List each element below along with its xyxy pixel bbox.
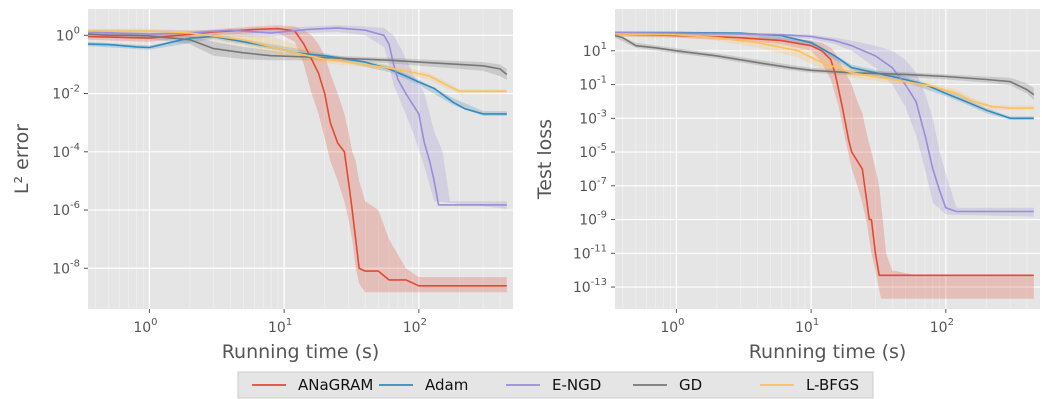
tick-exponent: -2 [70,84,80,95]
tick-base: 10 [583,44,601,60]
tick-exponent: -4 [70,142,80,153]
tick-exponent: 0 [151,317,157,328]
y-axis-label: L² error [11,124,33,194]
y-tick-label: 10-2 [52,84,80,103]
gd-line [615,34,1035,96]
y-tick-label: 10-1 [579,75,607,94]
tick-exponent: 1 [813,317,819,328]
y-tick-label: 10-13 [573,277,607,296]
tick-base: 10 [268,320,286,336]
e-ngd-line [615,31,1034,213]
y-tick-label: 10-11 [573,243,607,262]
tick-exponent: 0 [678,317,684,328]
legend-label-gd: GD [679,376,702,394]
y-tick-label: 10-6 [52,200,80,219]
tick-base: 10 [579,145,597,161]
tick-exponent: 0 [74,25,80,36]
tick-exponent: -13 [591,277,607,288]
tick-exponent: 1 [601,41,607,52]
tick-base: 10 [133,320,151,336]
tick-base: 10 [579,179,597,195]
tick-base: 10 [52,145,70,161]
tick-base: 10 [52,261,70,277]
tick-exponent: -1 [597,75,607,86]
legend-label-anagram: ANaGRAM [298,376,373,394]
tick-base: 10 [52,87,70,103]
legend-label-adam: Adam [425,376,468,394]
tick-exponent: -8 [70,258,80,269]
y-tick-label: 10-4 [52,142,80,161]
tick-exponent: -7 [597,176,607,187]
tick-exponent: -3 [597,108,607,119]
tick-base: 10 [579,111,597,127]
grid [88,9,513,309]
y-tick-label: 10-3 [579,108,607,127]
adam-band [88,34,507,116]
e-ngd-band [615,31,1034,217]
tick-base: 10 [403,320,421,336]
x-tick-label: 100 [133,317,157,336]
x-axis-label: Running time (s) [222,341,380,363]
y-tick-label: 10-8 [52,258,80,277]
plot-area [615,9,1040,309]
x-tick-label: 100 [660,317,684,336]
y-tick-label: 10-9 [579,210,607,229]
tick-base: 10 [795,320,813,336]
x-axis-label: Running time (s) [749,341,907,363]
tick-exponent: 2 [948,317,954,328]
tick-base: 10 [573,246,591,262]
x-tick-label: 102 [930,317,954,336]
legend-label-e-ngd: E-NGD [552,376,601,394]
tick-base: 10 [573,280,591,296]
y-tick-label: 10-5 [579,142,607,161]
grid [615,9,1040,309]
tick-base: 10 [56,28,74,44]
tick-exponent: 2 [421,317,427,328]
anagram-line [615,33,1034,277]
x-tick-label: 101 [795,317,819,336]
y-tick-label: 10-7 [579,176,607,195]
y-tick-label: 101 [583,41,607,60]
l-bfgs-line [88,30,507,92]
tick-base: 10 [579,213,597,229]
tick-exponent: -6 [70,200,80,211]
tick-base: 10 [52,203,70,219]
tick-exponent: -9 [597,210,607,221]
series-group [615,31,1035,299]
tick-base: 10 [579,78,597,94]
gd-line [88,33,508,76]
x-tick-label: 101 [268,317,292,336]
x-tick-label: 102 [403,317,427,336]
tick-exponent: 1 [286,317,292,328]
adam-line [88,35,507,115]
tick-exponent: -11 [591,243,607,254]
y-tick-label: 100 [56,25,80,44]
plot-area [88,9,513,309]
e-ngd-band [88,25,507,209]
tick-base: 10 [660,320,678,336]
l-bfgs-line [615,33,1034,109]
tick-base: 10 [930,320,948,336]
e-ngd-line [88,27,507,206]
y-axis-label: Test loss [534,119,556,200]
right-chart-panel: 100 101 10210110-110-310-510-710-910-1110-… [534,9,1040,363]
series-group [88,25,508,293]
tick-exponent: -5 [597,142,607,153]
legend: ANaGRAM Adam E-NGD GD L-BFGS [237,371,874,399]
legend-label-l-bfgs: L-BFGS [806,376,859,394]
anagram-line [88,27,507,287]
